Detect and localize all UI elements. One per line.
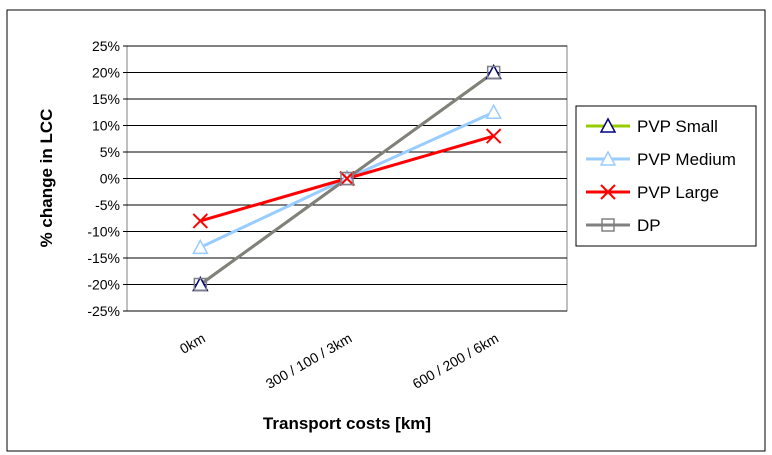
- legend-item: PVP Large: [586, 183, 719, 202]
- y-tick-label: 25%: [92, 38, 120, 54]
- gridlines: [123, 45, 567, 312]
- legend-item: DP: [586, 216, 661, 235]
- data-point-series-4: [486, 65, 501, 80]
- y-axis-tick-labels: -25% -20% -15% -10% -5% 0% 5% 10% 15% 20% 25%: [87, 38, 120, 319]
- legend-item: PVP Small: [586, 117, 718, 136]
- y-tick-label: -20%: [87, 277, 120, 293]
- y-tick-label: 0%: [100, 171, 120, 187]
- data-point-series-3: [339, 170, 355, 187]
- legend-marker: [600, 184, 616, 200]
- y-tick-label: -10%: [87, 224, 120, 240]
- y-tick-label: -25%: [87, 303, 120, 319]
- data-point-series-4: [340, 171, 354, 186]
- legend-marker: [601, 218, 615, 232]
- legend-label: PVP Medium: [637, 150, 736, 169]
- y-tick-label: -5%: [95, 197, 120, 213]
- legend-marker: [599, 117, 617, 133]
- y-axis-title: % change in LCC: [37, 109, 56, 248]
- x-axis-title: Transport costs [km]: [263, 414, 431, 433]
- legend-marker: [599, 150, 617, 166]
- y-tick-label: 5%: [100, 144, 120, 160]
- y-tick-label: 20%: [92, 65, 120, 81]
- legend-item: PVP Medium: [586, 150, 736, 169]
- legend: PVP Small PVP Medium PVP Large DP: [586, 117, 736, 235]
- legend-label: PVP Small: [637, 117, 718, 136]
- y-tick-label: 10%: [92, 118, 120, 134]
- y-tick-label: -15%: [87, 250, 120, 266]
- legend-label: DP: [637, 216, 661, 235]
- data-point-series-2: [192, 238, 209, 255]
- legend-label: PVP Large: [637, 183, 719, 202]
- data-point-series-2: [485, 103, 502, 119]
- data-point-series-3: [192, 213, 209, 229]
- data-point-series-3: [485, 128, 502, 144]
- series-group: [192, 63, 502, 292]
- y-tick-label: 15%: [92, 91, 120, 107]
- data-point-series-4: [193, 277, 208, 292]
